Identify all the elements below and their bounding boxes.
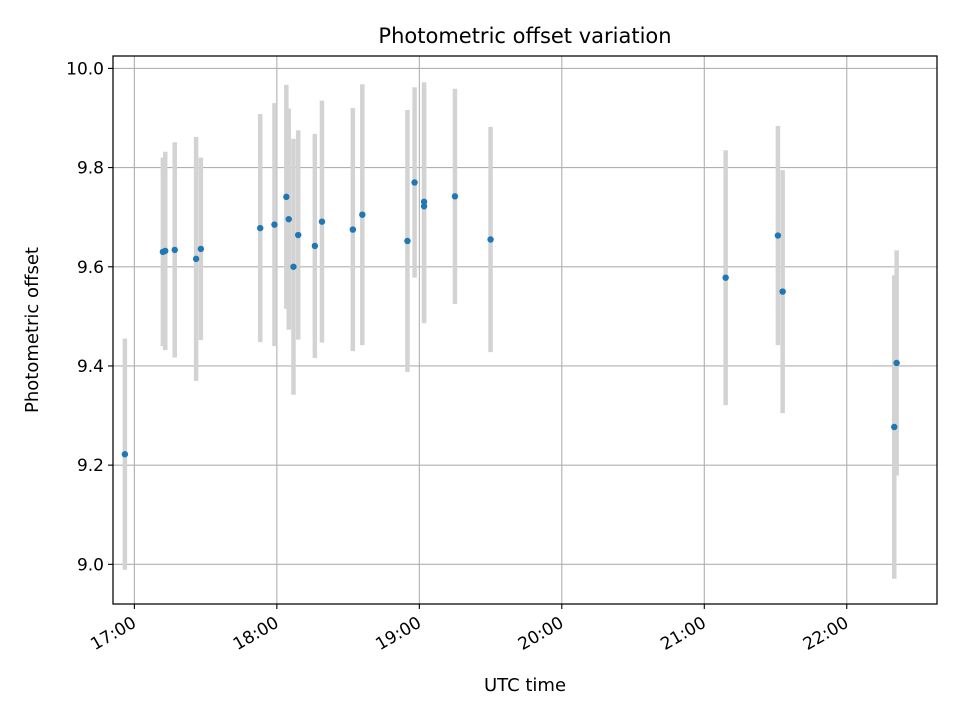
chart-title: Photometric offset variation [378,24,671,48]
data-point [295,231,302,239]
plot-background [113,56,937,604]
x-tick-label: 20:00 [515,613,567,655]
y-tick-label: 9.2 [77,456,104,476]
y-tick-label: 9.6 [77,258,104,278]
data-point [451,193,459,200]
data-point [359,211,366,218]
data-point [891,423,898,431]
y-tick-label: 9.8 [77,159,104,179]
data-point [893,359,900,367]
data-point [271,221,278,228]
x-axis-title: UTC time [484,675,566,696]
x-tick-label: 21:00 [657,613,709,655]
data-point [290,263,297,270]
x-tick-label: 22:00 [800,613,852,655]
data-point [257,224,264,232]
x-tick-label: 18:00 [230,613,282,655]
data-point [197,245,205,253]
y-tick-label: 9.0 [77,555,104,575]
data-point [722,274,729,281]
x-tick-label: 17:00 [87,613,139,655]
data-point [404,237,411,245]
data-point [192,255,200,263]
data-point [121,451,129,458]
y-tick-label: 10.0 [66,59,104,79]
x-tick-label: 19:00 [372,613,424,655]
data-point [349,226,357,233]
y-axis-title: Photometric offset [22,247,43,413]
data-point [171,246,178,254]
grid-lines [113,56,937,604]
plot-frame [112,55,938,605]
data-point [774,232,782,239]
data-point [283,193,290,201]
data-point [487,236,494,243]
data-point [285,215,292,223]
data-point [420,203,428,210]
data-point [420,198,428,206]
y-tick-label: 9.4 [77,357,104,377]
data-point [311,242,319,250]
data-point [318,218,326,225]
data-point [162,247,169,255]
data-point [779,288,786,295]
data-point [411,179,418,186]
data-points [121,179,900,458]
